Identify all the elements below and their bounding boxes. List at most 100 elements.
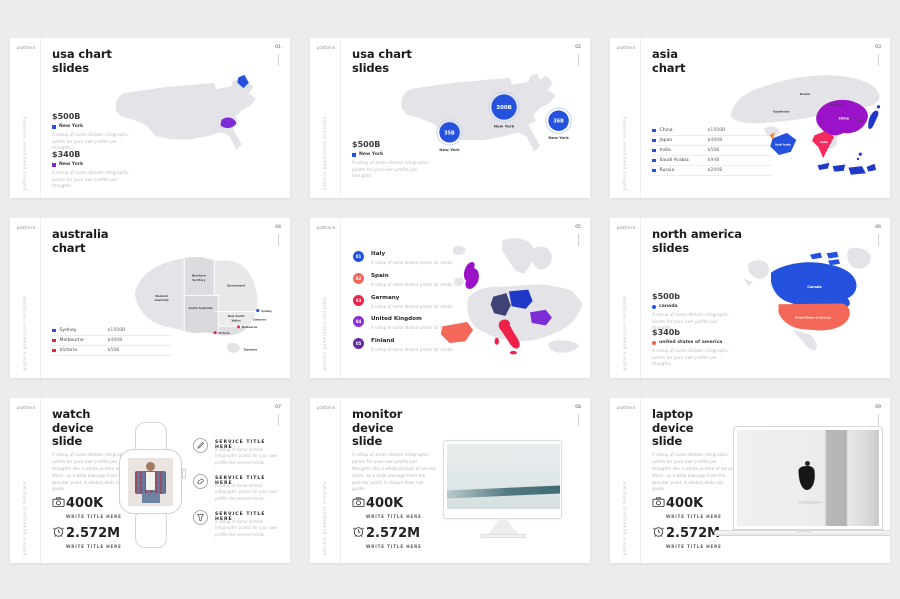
usa-map: 300B New York 35B New York 36B New York [401,73,572,152]
slide-title: laptop device slide [652,407,694,449]
vertical-label: pattern powerpoint template [22,295,27,370]
slide-title: watch device slide [52,407,94,449]
svg-text:Northern: Northern [192,274,206,278]
asia-map: Russia Kazakhstan Mongolia China India S… [730,75,881,175]
legend-swatch [52,124,56,129]
side-rail: pattern pattern powerpoint template [10,38,41,198]
page-number: 05 [575,225,581,230]
stat-block: $500B New York A setup of some distant i… [52,112,134,153]
svg-text:Kazakhstan: Kazakhstan [773,109,790,113]
usa-map [115,74,256,150]
slide-north-america[interactable]: pattern pattern powerpoint template 06 n… [610,218,890,378]
legend-label: canada [659,304,678,309]
china-region [816,99,868,136]
slide-europe-chart[interactable]: pattern pattern powerpoint template 05 0… [310,218,590,378]
brand-label: pattern [317,46,336,51]
legend-label: united states of america [659,340,723,345]
svg-text:India: India [820,140,828,144]
page-tick [578,414,579,426]
page-number: 06 [875,225,881,230]
side-rail: pattern pattern powerpoint template [310,38,341,198]
pencil-icon [193,438,208,457]
south-carolina-highlight [220,117,237,129]
legend-table: Sydney $1500B Melbourne $400B Victoria $50B [52,326,172,356]
slide-watch-device[interactable]: pattern pattern powerpoint template 07 w… [10,398,290,563]
saudi-arabia-region [770,132,797,156]
item-number-badge: 03 [353,295,364,306]
alarm-clock-icon [652,523,666,542]
brand-label: pattern [17,46,36,51]
stat-description: A setup of some distant infographic poin… [652,349,729,368]
list-item: 04 United Kingdom A setup of some distant… [353,316,488,334]
camera-icon [52,493,66,512]
stat-block: $500B New York A setup of some distant i… [352,140,434,181]
seascape-photo [447,444,560,509]
brand-label: pattern [17,226,36,231]
slide-australia-chart[interactable]: pattern pattern powerpoint template 04 a… [10,218,290,378]
svg-text:Japan: Japan [855,119,864,123]
stat-label: WRITE TITLE HERE [66,513,122,519]
item-number-badge: 05 [353,338,364,349]
table-row: Sydney $1500B [52,326,172,336]
slide-usa-chart-bubbles[interactable]: pattern pattern powerpoint template 02 u… [310,38,590,198]
slide-asia-chart[interactable]: pattern pattern powerpoint template 03 a… [610,38,890,198]
stat-description: A setup of some distant infographic poin… [652,313,729,332]
slide-usa-chart-states[interactable]: pattern pattern powerpoint template 01 u… [10,38,290,198]
slide-title: north america slides [652,227,742,255]
vertical-label: pattern powerpoint template [622,115,627,190]
brand-label: pattern [617,226,636,231]
victoria-marker: Victoria [213,331,230,335]
svg-text:Western: Western [155,294,168,298]
europe-map [440,238,583,355]
svg-text:China: China [838,116,848,120]
svg-text:Melbourne: Melbourne [242,325,258,329]
slide-laptop-device[interactable]: pattern pattern powerpoint template 09 l… [610,398,890,563]
stat-row: 2.572M WRITE TITLE HERE [652,522,722,549]
stat-label: WRITE TITLE HERE [666,543,722,549]
slide-title: asia chart [652,47,686,75]
page-tick [878,54,879,66]
brand-label: pattern [17,406,36,411]
alarm-clock-icon [52,523,66,542]
list-item: 03 Germany A setup of some distant points… [353,295,488,313]
vertical-label: pattern powerpoint template [22,480,27,555]
stat-value: $500B [352,140,381,149]
item-number-badge: 02 [353,273,364,284]
svg-text:Queensland: Queensland [227,283,245,287]
indonesia-region [817,152,877,175]
page-number: 03 [875,45,881,50]
mexico-region [793,329,817,351]
page-number: 01 [275,45,281,50]
stat-value: 400K [366,496,404,511]
fashion-photo [737,430,879,526]
stat-label: WRITE TITLE HERE [666,513,722,519]
svg-text:Mongolia: Mongolia [830,103,843,107]
map-marker: 36B New York [545,107,572,140]
page-number: 04 [275,225,281,230]
svg-text:Wales: Wales [231,318,241,322]
australia-map: Western Australia Northern Territory Que… [134,256,272,353]
stat-description: A setup of some distant infographic poin… [52,171,129,190]
body-text: A setup of some distant infographic poin… [652,453,736,493]
body-text: A setup of some distant infographic poin… [352,453,436,493]
svg-text:New York: New York [439,147,460,152]
svg-text:Canberra: Canberra [253,317,267,321]
slide-monitor-device[interactable]: pattern pattern powerpoint template 08 m… [310,398,590,563]
watch-mockup [118,422,188,550]
svg-text:South Australia: South Australia [188,306,212,310]
melbourne-marker: Melbourne [237,325,258,329]
monitor-mockup [443,440,562,538]
camera-icon [352,493,366,512]
germany-region [490,293,511,316]
side-rail: pattern pattern powerpoint template [610,38,641,198]
list-item: 02 Spain A setup of some distant points f… [353,273,488,291]
svg-text:New York: New York [548,135,569,140]
vertical-label: pattern powerpoint template [322,480,327,555]
slide-title: usa chart slides [52,47,112,75]
svg-text:35B: 35B [444,130,455,136]
body-text: A setup of some distant infographic poin… [52,453,136,493]
stat-value: $340B [52,150,81,159]
stat-label: WRITE TITLE HERE [366,513,422,519]
brand-label: pattern [317,226,336,231]
